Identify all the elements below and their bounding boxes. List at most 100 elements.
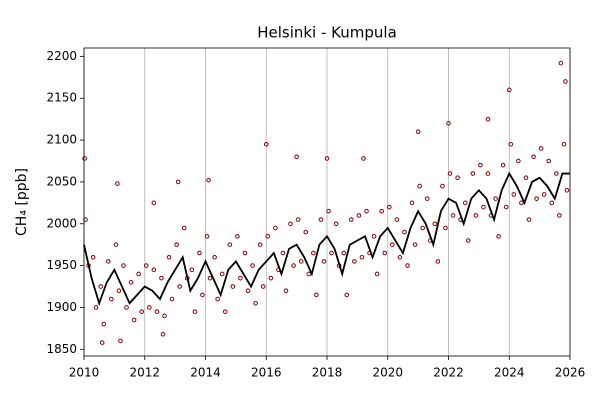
data-point [344,292,350,298]
data-point [147,305,152,310]
data-point [361,156,366,161]
y-tick-label: 2000 [46,216,77,230]
y-axis-label: CH₄ [ppb] [14,168,30,236]
data-point [526,217,532,222]
data-point [506,87,512,93]
data-point [412,242,418,247]
data-point [298,259,304,264]
data-point [263,141,269,147]
data-point [382,250,388,256]
data-point [485,171,491,176]
data-point [268,275,274,281]
data-point [212,254,217,260]
data-point [538,146,544,151]
data-point [420,225,425,231]
x-tick-label: 2016 [251,366,282,380]
data-point [352,259,357,264]
data-point [481,204,486,210]
data-point [177,284,182,289]
data-point [143,263,149,268]
data-point [311,250,316,256]
data-point [230,284,236,289]
data-point [546,158,552,164]
data-point [116,288,122,294]
data-point [113,242,119,247]
data-point [294,154,299,160]
data-point [291,263,296,268]
y-tick-label: 2050 [46,174,77,188]
data-point [450,213,456,218]
x-tick-label: 2014 [190,366,221,380]
data-point [465,238,471,243]
y-tick-label: 1950 [46,258,77,272]
data-point [99,340,105,345]
data-point [523,175,529,181]
data-point [386,204,392,210]
data-point [563,79,568,84]
data-point [151,267,157,273]
data-point [318,217,324,222]
x-tick-label: 2020 [372,366,403,380]
data-point [478,162,483,168]
data-point [402,229,407,235]
data-point [189,267,195,273]
data-point [197,250,202,256]
data-point [374,271,380,277]
data-point [424,196,430,201]
data-point [397,254,403,260]
chart-title: Helsinki - Kumpula [257,24,397,42]
data-point [314,292,319,298]
data-point [473,213,479,218]
data-point [554,171,559,176]
data-point [435,259,441,264]
data-point [235,234,240,239]
data-point [557,213,562,218]
data-point [109,296,114,302]
x-tick-label: 2026 [555,366,586,380]
data-point [511,192,517,197]
data-point [564,187,570,193]
x-tick-label: 2010 [69,366,100,380]
data-point [200,292,205,298]
data-point [90,254,96,260]
data-point [508,141,514,147]
data-point [288,221,293,227]
data-point [394,217,400,222]
data-point [417,183,422,189]
x-tick-label: 2024 [494,366,525,380]
data-point [561,141,567,147]
data-point [115,181,120,186]
data-point [121,263,126,268]
data-point [500,162,506,168]
data-point [273,225,278,231]
x-tick-label: 2018 [312,366,343,380]
data-point [181,225,187,231]
y-tick-label: 1900 [46,300,77,314]
data-point [169,296,175,302]
data-point [192,309,198,314]
data-point [558,60,564,66]
data-point [250,263,255,268]
data-point [162,313,167,319]
data-point [329,250,334,256]
data-point [280,250,286,256]
y-tick-label: 2200 [46,49,77,63]
plot-frame [83,47,571,357]
data-point [260,284,266,289]
data-point [245,288,251,294]
data-point [82,156,87,161]
data-point [215,296,220,302]
y-tick-label: 2150 [46,91,77,105]
data-point [174,242,179,247]
data-point [160,331,166,337]
data-point [128,280,134,285]
data-point [139,309,145,314]
x-tick-label: 2022 [433,366,464,380]
data-point [151,200,157,206]
data-point [159,275,164,281]
data-point [462,200,468,206]
data-point [175,179,181,185]
data-point [359,254,365,260]
data-point [349,217,354,222]
data-point [295,217,301,222]
